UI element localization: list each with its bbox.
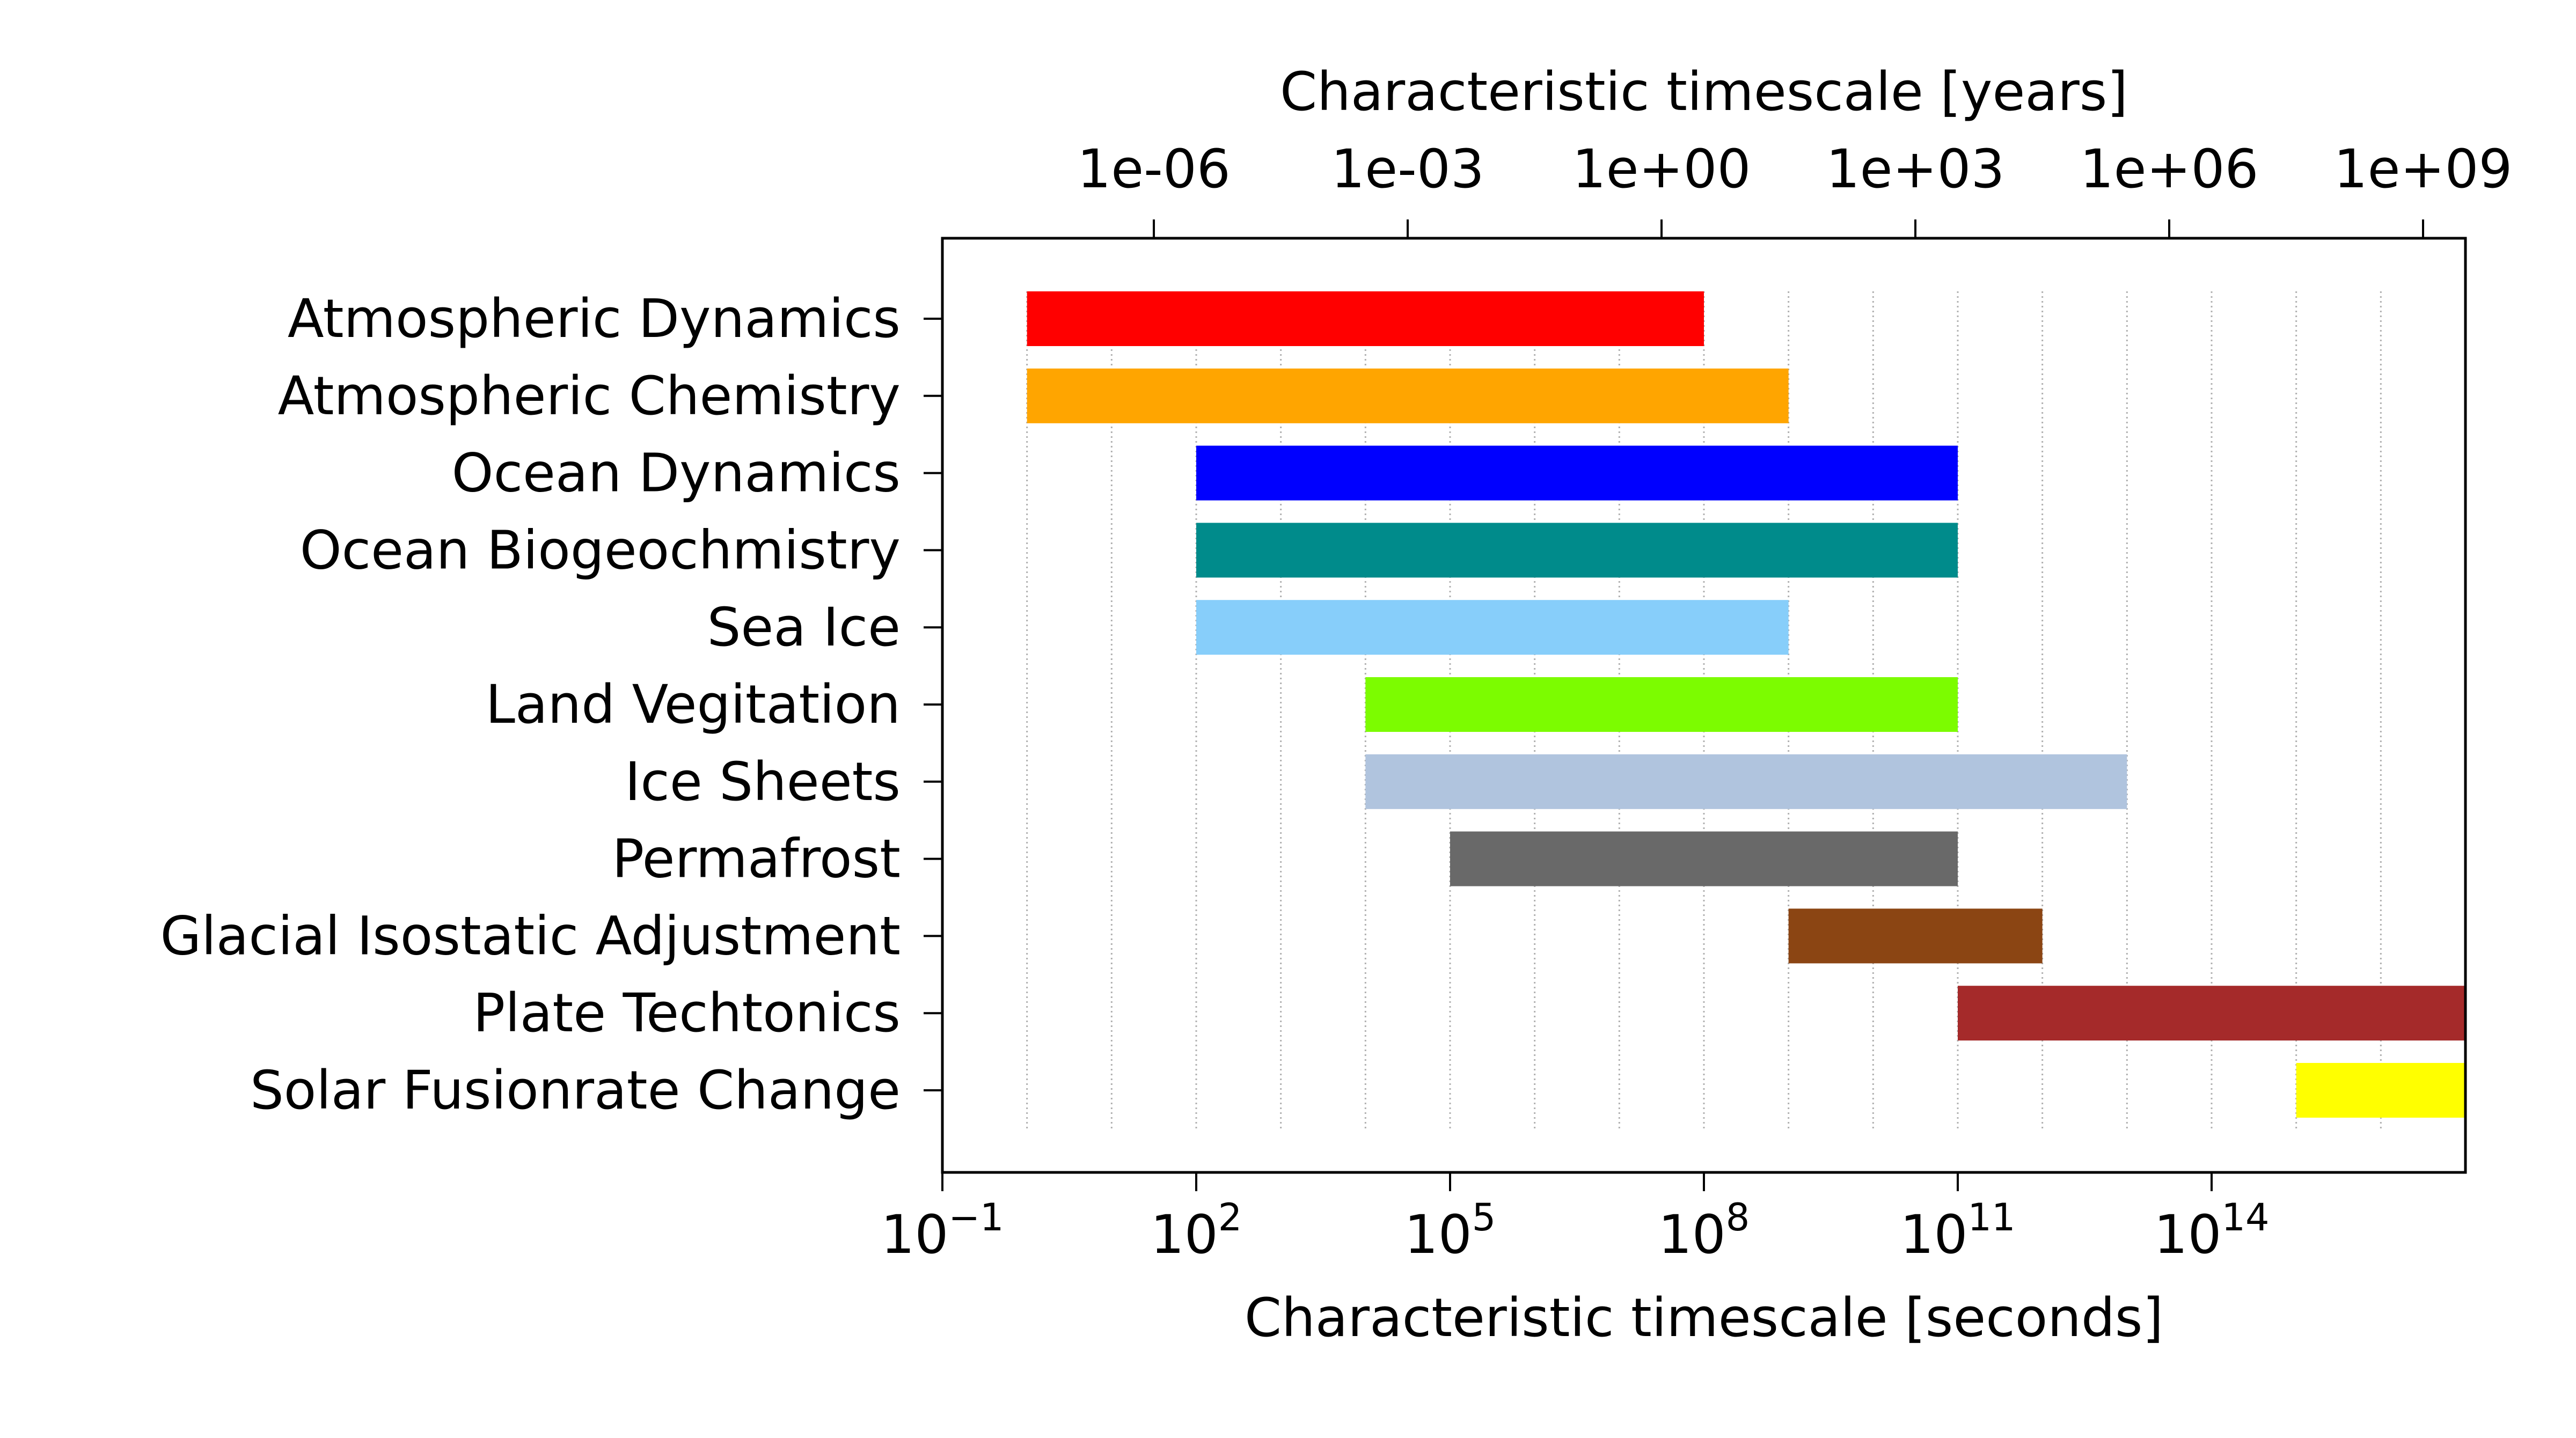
y-tick-label: Ocean Dynamics: [452, 443, 901, 504]
top-tick-label: 1e-06: [1077, 138, 1231, 200]
bars: [1027, 291, 2465, 1118]
bar-plate-techtonics: [1958, 986, 2465, 1041]
x-axis: 10−1 102 105 108 1011 1014: [881, 1172, 2270, 1266]
y-tick-label: Ice Sheets: [625, 751, 901, 813]
x-tick-label: 1014: [2154, 1195, 2269, 1266]
top-tick-label: 1e+03: [1826, 138, 2005, 200]
x-tick-label: 10−1: [881, 1195, 1004, 1266]
y-axis: Atmospheric Dynamics Atmospheric Chemistr…: [160, 288, 942, 1121]
bar-permafrost: [1450, 831, 1958, 886]
bar-atmospheric-dynamics: [1027, 291, 1704, 346]
y-tick-label: Glacial Isostatic Adjustment: [160, 905, 901, 967]
x-tick-label: 105: [1404, 1195, 1496, 1266]
top-axis-label: Characteristic timescale [years]: [1280, 61, 2128, 123]
top-tick-label: 1e+06: [2080, 138, 2259, 200]
y-tick-label: Sea Ice: [707, 597, 901, 658]
x-tick-label: 108: [1658, 1195, 1750, 1266]
top-tick-label: 1e+09: [2334, 138, 2513, 200]
top-tick-label: 1e-03: [1331, 138, 1484, 200]
bar-atmospheric-chemistry: [1027, 368, 1789, 423]
y-tick-label: Ocean Biogeochmistry: [300, 519, 901, 581]
y-tick-label: Plate Techtonics: [473, 982, 901, 1044]
top-axis: 1e-06 1e-03 1e+00 1e+03 1e+06 1e+09: [1077, 138, 2512, 238]
bar-land-vegitation: [1365, 677, 1958, 732]
bar-ocean-dynamics: [1196, 445, 1958, 501]
y-tick-label: Atmospheric Dynamics: [288, 288, 901, 350]
y-tick-label: Permafrost: [612, 828, 901, 890]
bar-ice-sheets: [1365, 754, 2127, 809]
y-tick-label: Solar Fusionrate Change: [250, 1060, 901, 1121]
y-tick-label: Atmospheric Chemistry: [278, 365, 901, 427]
x-axis-label: Characteristic timescale [seconds]: [1245, 1287, 2163, 1349]
x-tick-label: 1011: [1900, 1195, 2015, 1266]
x-tick-label: 102: [1151, 1195, 1242, 1266]
y-tick-label: Land Vegitation: [486, 674, 901, 736]
top-tick-label: 1e+00: [1572, 138, 1751, 200]
bar-glacial-isostatic-adjustment: [1788, 908, 2043, 964]
bar-sea-ice: [1196, 600, 1789, 655]
bar-ocean-biogeochmistry: [1196, 523, 1958, 578]
bar-solar-fusionrate-change: [2296, 1063, 2465, 1118]
